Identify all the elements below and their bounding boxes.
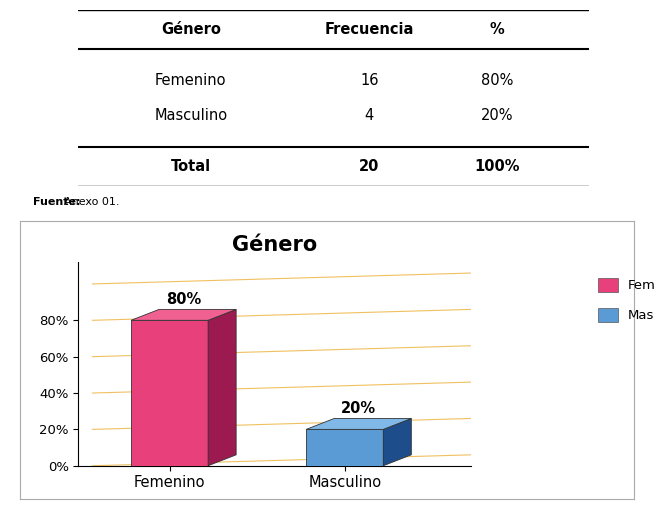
Text: Femenino: Femenino: [155, 73, 226, 88]
Polygon shape: [306, 418, 411, 430]
Polygon shape: [208, 309, 236, 466]
Legend: Femenino, Masculino: Femenino, Masculino: [593, 273, 654, 328]
Text: 4: 4: [365, 108, 374, 123]
Text: 80%: 80%: [166, 292, 201, 306]
Text: Frecuencia: Frecuencia: [324, 22, 414, 37]
Text: 20%: 20%: [481, 108, 513, 123]
Text: Total: Total: [171, 159, 211, 174]
Text: %: %: [489, 22, 504, 37]
Text: Anexo 01.: Anexo 01.: [64, 197, 119, 207]
Polygon shape: [131, 309, 236, 320]
Text: 16: 16: [360, 73, 379, 88]
Title: Género: Género: [232, 235, 317, 255]
Text: Género: Género: [161, 22, 220, 37]
Text: 20%: 20%: [341, 401, 376, 416]
Polygon shape: [383, 418, 411, 466]
Polygon shape: [131, 320, 208, 466]
Text: 80%: 80%: [481, 73, 513, 88]
Text: Masculino: Masculino: [154, 108, 228, 123]
Polygon shape: [306, 430, 383, 466]
Text: 100%: 100%: [474, 159, 519, 174]
Text: Fuente:: Fuente:: [33, 197, 80, 207]
Text: 20: 20: [359, 159, 379, 174]
